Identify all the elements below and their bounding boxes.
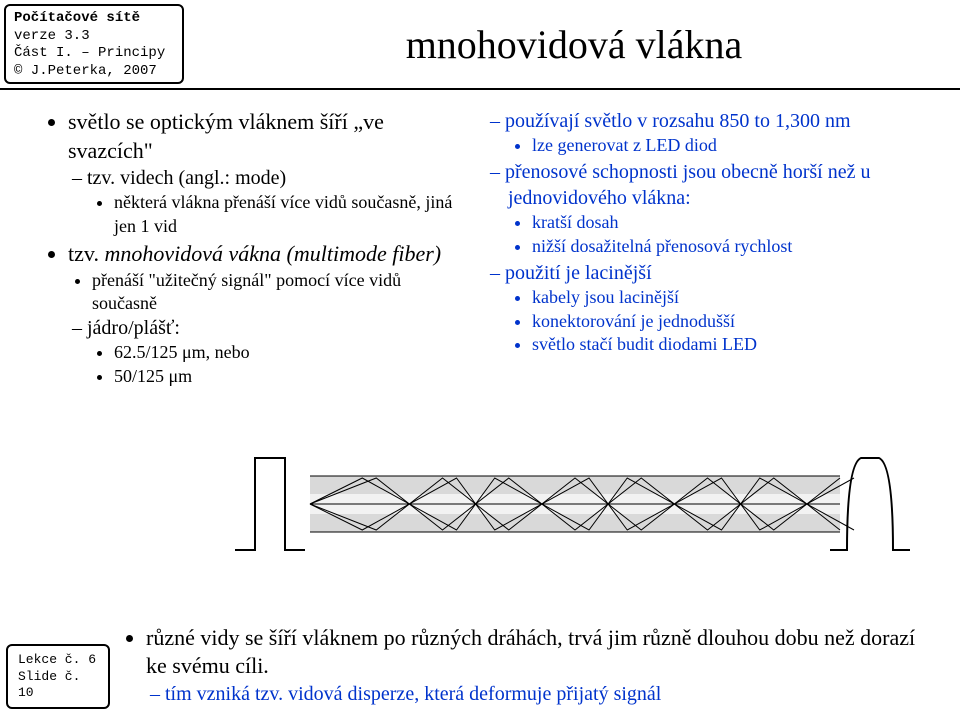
left-bullet-1: světlo se optickým vláknem šíří „ve svaz…	[68, 108, 466, 238]
fiber-diagram	[225, 448, 925, 560]
left-bullet-2: tzv. mnohovidová vákna (multimode fiber)…	[68, 240, 466, 388]
slide-number: Slide č. 10	[18, 669, 98, 702]
footer-row: Lekce č. 6 Slide č. 10 různé vidy se šíř…	[0, 624, 960, 709]
right-r2b: nižší dosažitelná přenosová rychlost	[532, 235, 932, 258]
left-sub-1a: tzv. videch (angl.: mode) některá vlákna…	[90, 165, 466, 238]
right-r3b: konektorování je jednodušší	[532, 310, 932, 333]
title-area: mnohovidová vlákna	[188, 0, 960, 88]
page-title: mnohovidová vlákna	[406, 21, 743, 68]
left-sub-1a1: některá vlákna přenáší více vidů současn…	[114, 191, 466, 238]
course-title: Počítačové sítě	[14, 10, 174, 28]
bottom-b2: tím vzniká tzv. vidová disperze, která d…	[168, 681, 940, 707]
right-r3a: kabely jsou lacinější	[532, 286, 932, 309]
left-sub-2d1: 62.5/125 μm, nebo	[114, 341, 466, 364]
right-r3c: světlo stačí budit diodami LED	[532, 333, 932, 356]
course-author: © J.Peterka, 2007	[14, 63, 174, 81]
left-sub-2d2: 50/125 μm	[114, 365, 466, 388]
content: světlo se optickým vláknem šíří „ve svaz…	[0, 90, 960, 390]
slide-info-box: Lekce č. 6 Slide č. 10	[6, 644, 110, 709]
course-version: verze 3.3	[14, 28, 174, 46]
left-column: světlo se optickým vláknem šíří „ve svaz…	[46, 108, 476, 390]
right-r2a: kratší dosah	[532, 211, 932, 234]
right-r1: používají světlo v rozsahu 850 to 1,300 …	[508, 108, 932, 157]
course-part: Část I. – Principy	[14, 45, 174, 63]
left-sub-2d: jádro/plášť: 62.5/125 μm, nebo 50/125 μm	[90, 315, 466, 388]
bottom-text: různé vidy se šíří vláknem po různých dr…	[116, 624, 960, 709]
bottom-b1: různé vidy se šíří vláknem po různých dr…	[146, 624, 940, 707]
header: Počítačové sítě verze 3.3 Část I. – Prin…	[0, 0, 960, 90]
right-column: používají světlo v rozsahu 850 to 1,300 …	[476, 108, 932, 390]
right-r1a: lze generovat z LED diod	[532, 134, 932, 157]
course-info-box: Počítačové sítě verze 3.3 Část I. – Prin…	[4, 4, 184, 84]
slide-lesson: Lekce č. 6	[18, 652, 98, 668]
right-r3: použití je lacinější kabely jsou laciněj…	[508, 260, 932, 356]
left-sub-2s1: přenáší "užitečný signál" pomocí více vi…	[92, 269, 466, 316]
right-r2: přenosové schopnosti jsou obecně horší n…	[508, 159, 932, 258]
